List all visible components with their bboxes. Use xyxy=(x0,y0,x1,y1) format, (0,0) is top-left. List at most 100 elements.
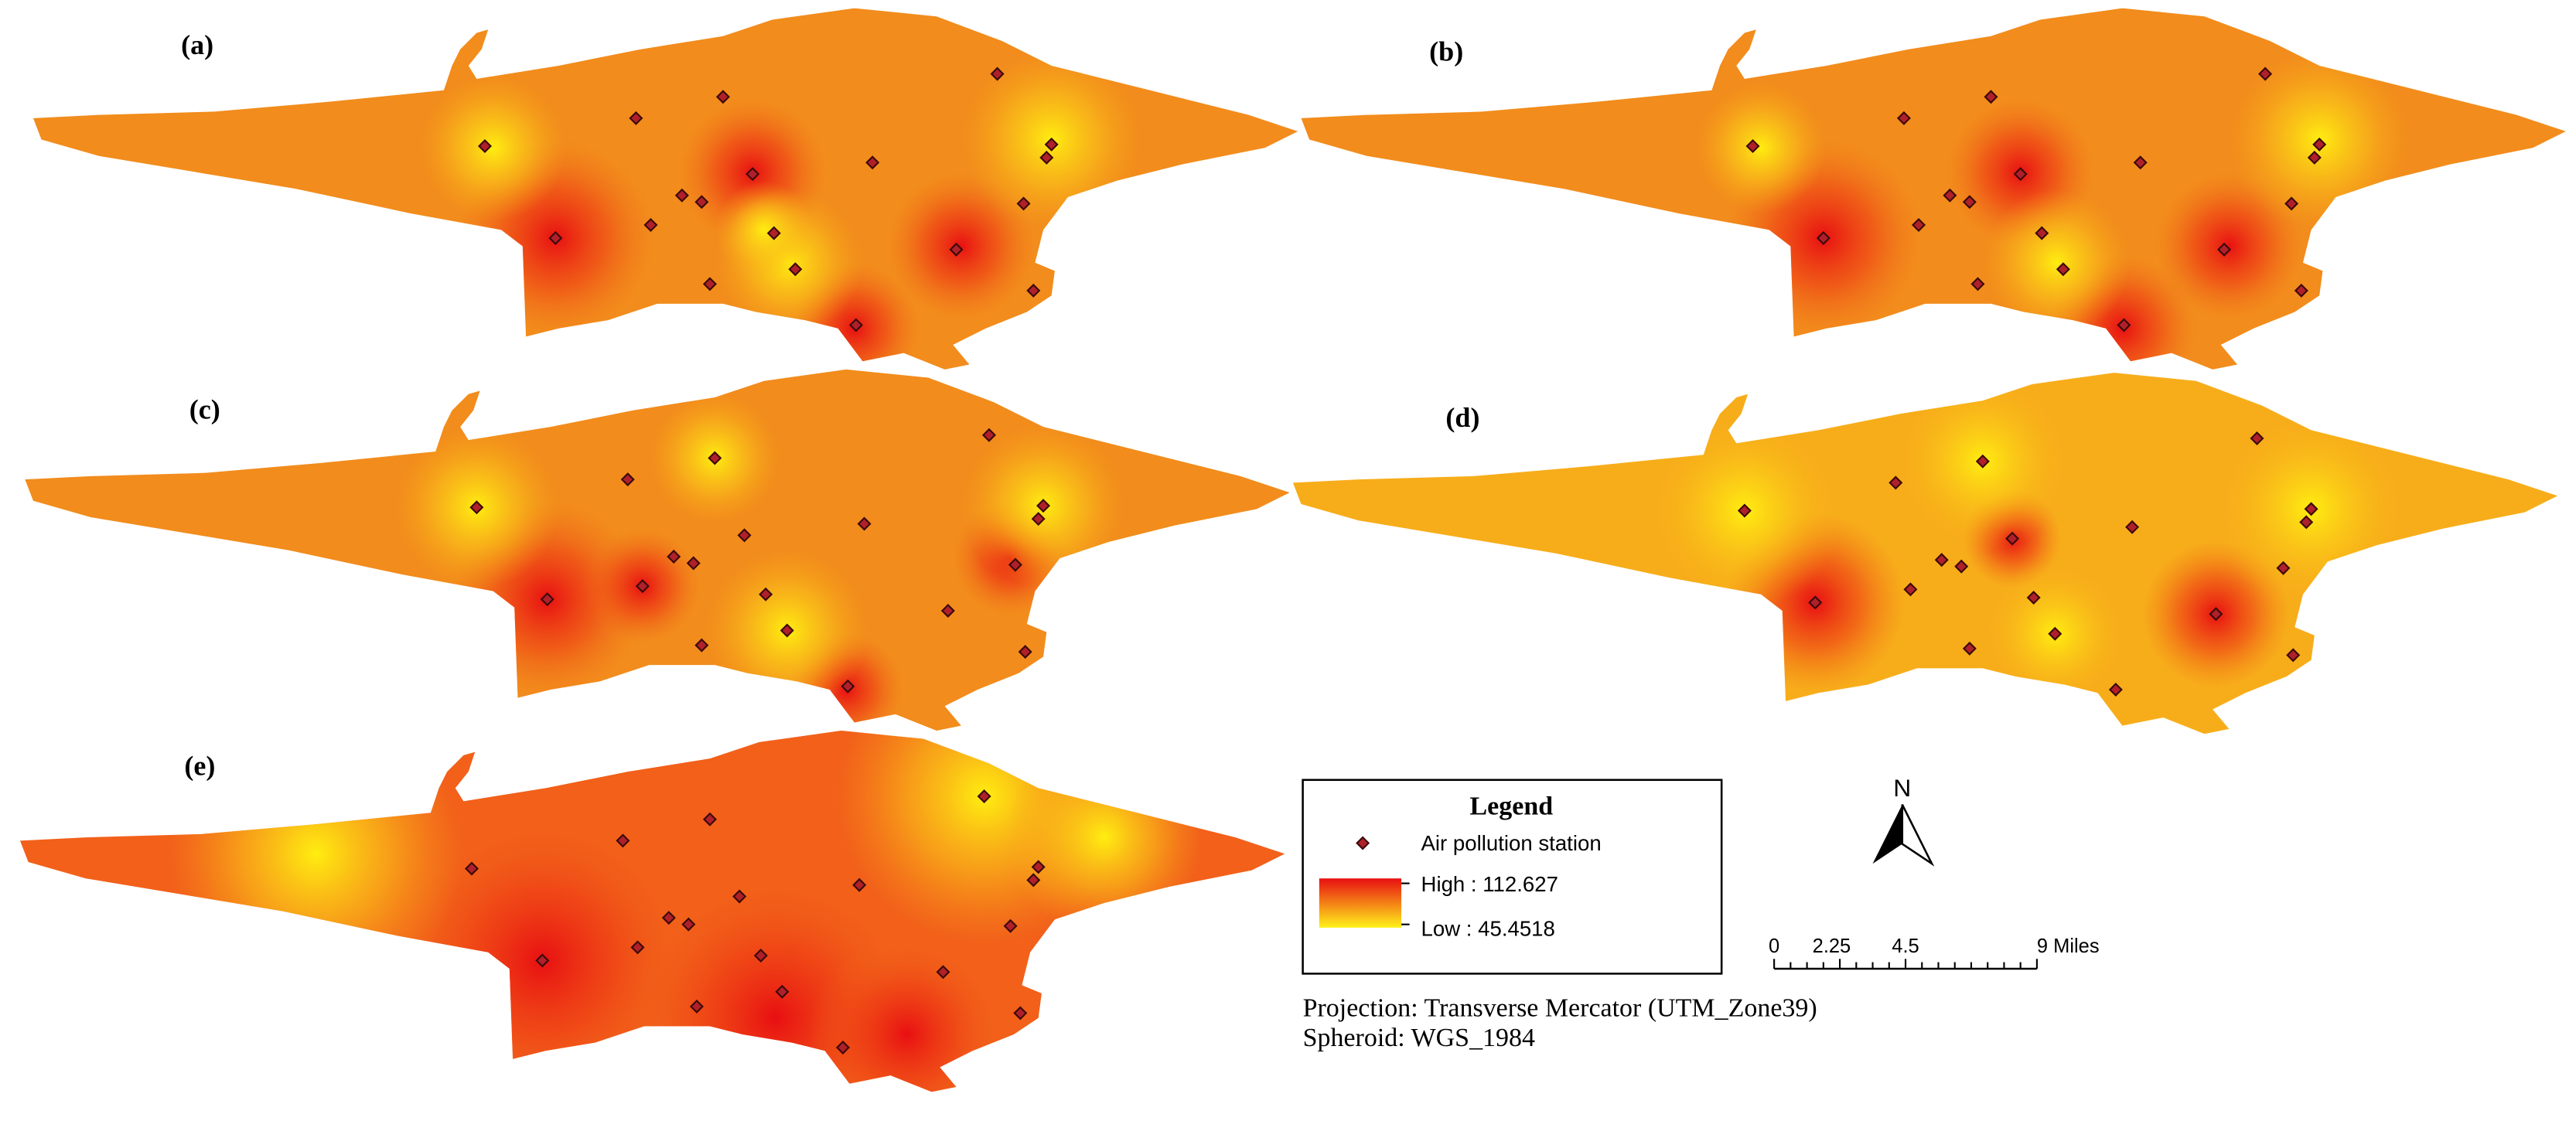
station xyxy=(1808,595,1823,610)
station xyxy=(2005,531,2020,546)
panel-label: (c) xyxy=(189,394,220,425)
station xyxy=(841,679,855,693)
station xyxy=(2286,648,2301,663)
hotspot xyxy=(419,73,568,222)
station xyxy=(1036,499,1051,513)
arrow-right xyxy=(1901,804,1935,867)
station xyxy=(464,861,479,876)
station xyxy=(775,984,790,999)
station xyxy=(2284,196,2299,211)
legend-low: Low : 45.4518 xyxy=(1421,917,1555,941)
station xyxy=(1026,873,1041,888)
station xyxy=(1031,512,1046,527)
station xyxy=(977,789,991,804)
station xyxy=(689,999,704,1014)
station xyxy=(737,528,752,543)
station xyxy=(686,556,701,571)
station xyxy=(1031,860,1046,874)
north-label: N xyxy=(1893,774,1911,802)
station xyxy=(835,1040,850,1055)
station xyxy=(1970,277,1985,291)
station xyxy=(2013,167,2028,182)
station xyxy=(2250,431,2264,446)
station xyxy=(2276,561,2291,575)
station xyxy=(635,579,650,594)
hotspot xyxy=(627,870,924,1092)
station xyxy=(702,812,717,826)
surface xyxy=(19,731,1285,1092)
legend-title: Legend xyxy=(1470,792,1554,820)
projection-text: Spheroid: WGS_1984 xyxy=(1303,1024,1535,1052)
station xyxy=(2299,515,2314,530)
station xyxy=(620,472,635,487)
station xyxy=(2117,318,2131,332)
station xyxy=(477,139,493,154)
station xyxy=(535,953,550,968)
hotspot xyxy=(715,180,814,280)
station xyxy=(630,940,645,955)
station xyxy=(949,242,964,257)
station xyxy=(681,917,696,932)
station xyxy=(1912,217,1926,232)
station xyxy=(852,878,867,892)
station xyxy=(2125,520,2140,534)
scale-label: 4.5 xyxy=(1892,935,1919,957)
station xyxy=(2035,226,2049,240)
legend-high: High : 112.627 xyxy=(1421,872,1558,896)
legend-ramp xyxy=(1319,878,1402,928)
legend-box xyxy=(1302,779,1723,975)
scale-label: 2.25 xyxy=(1813,935,1851,957)
station xyxy=(1745,139,1760,154)
station xyxy=(981,428,996,442)
scale-label: 9 Miles xyxy=(2037,935,2100,957)
hotspot xyxy=(1982,189,2131,337)
station xyxy=(643,217,658,232)
station xyxy=(661,911,676,925)
panel-label: (b) xyxy=(1429,36,1463,67)
hotspot xyxy=(1005,738,1203,936)
station-symbol xyxy=(1356,836,1370,850)
station xyxy=(616,833,630,848)
station xyxy=(2108,682,2123,697)
station xyxy=(2048,626,2063,641)
station xyxy=(2258,66,2273,81)
station xyxy=(1943,188,1957,203)
station xyxy=(759,587,773,601)
panel-label: (e) xyxy=(184,750,215,781)
station xyxy=(667,549,681,564)
scale-bar: 0 2.25 4.5 9 Miles xyxy=(1769,935,2100,970)
station xyxy=(1008,557,1022,572)
station xyxy=(788,262,803,277)
legend: Legend Air pollution station High : 112.… xyxy=(1302,779,1723,975)
station xyxy=(1903,582,1918,597)
projection-text: Projection: Transverse Mercator (UTM_Zon… xyxy=(1303,994,1817,1023)
station xyxy=(2307,150,2322,165)
scale-label: 0 xyxy=(1769,935,1779,957)
station xyxy=(629,111,643,125)
station xyxy=(1737,503,1752,518)
station xyxy=(715,90,730,104)
station xyxy=(2133,155,2148,170)
arrow-left xyxy=(1872,804,1902,864)
station xyxy=(1888,475,1903,490)
station xyxy=(1013,1006,1028,1021)
hotspot xyxy=(808,935,1006,1092)
north-arrow: N xyxy=(1872,774,1935,867)
station xyxy=(2217,242,2232,257)
panel-label: (a) xyxy=(181,29,213,60)
station xyxy=(674,188,689,203)
station xyxy=(1018,645,1032,659)
station xyxy=(2294,283,2308,298)
station xyxy=(1816,230,1830,245)
station xyxy=(753,948,768,963)
station xyxy=(2056,262,2070,277)
station xyxy=(746,167,760,182)
station xyxy=(2209,607,2223,622)
station xyxy=(936,965,950,980)
station xyxy=(865,155,880,170)
map-panel xyxy=(1301,8,2566,370)
station xyxy=(940,604,955,619)
surface xyxy=(1301,8,2566,370)
